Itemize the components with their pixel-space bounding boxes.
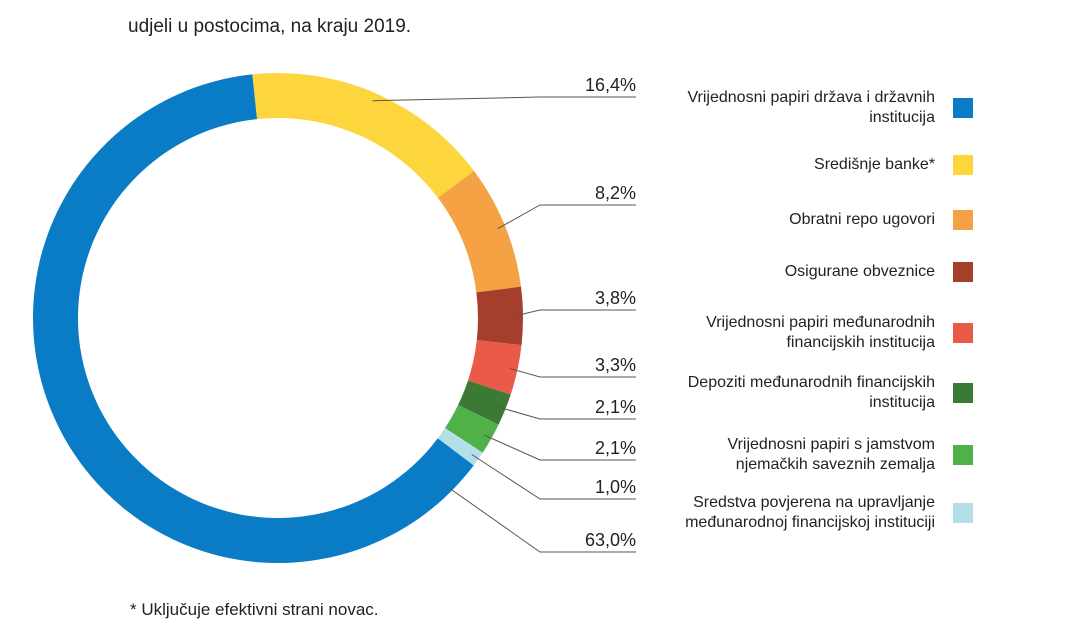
donut-segment xyxy=(467,340,522,395)
legend-label: Vrijednosni papiri s jamstvom njemačkih … xyxy=(727,436,935,473)
donut-segment xyxy=(476,286,523,346)
legend-label: Osigurane obveznice xyxy=(784,263,935,280)
value-label: 1,0% xyxy=(595,477,636,497)
legend-swatch xyxy=(953,383,973,403)
value-label: 8,2% xyxy=(595,183,636,203)
donut-segment xyxy=(458,380,511,425)
leader-line xyxy=(514,309,636,317)
leader-line xyxy=(372,96,636,102)
legend-label: Depoziti međunarodnih financijskih insti… xyxy=(687,374,935,411)
legend-swatch xyxy=(953,98,973,118)
legend-swatch xyxy=(953,445,973,465)
legend-label: Središnje banke* xyxy=(814,156,935,173)
leader-line xyxy=(497,204,636,230)
leader-line xyxy=(471,454,636,500)
donut-segment xyxy=(445,405,499,453)
footnote: * Uključuje efektivni strani novac. xyxy=(130,600,379,619)
value-label: 3,3% xyxy=(595,355,636,375)
legend-swatch xyxy=(953,262,973,282)
legend-label: Sredstva povjerena na upravljanje međuna… xyxy=(685,494,935,531)
legend-swatch xyxy=(953,503,973,523)
value-label: 2,1% xyxy=(595,438,636,458)
leader-line xyxy=(497,406,636,420)
value-label: 16,4% xyxy=(585,75,636,95)
legend-swatch xyxy=(953,323,973,343)
chart-title: udjeli u postocima, na kraju 2019. xyxy=(128,16,412,37)
value-label: 2,1% xyxy=(595,397,636,417)
leader-line xyxy=(483,434,636,461)
legend-label: Vrijednosni papiri međunarodnih financij… xyxy=(706,314,935,351)
legend-label: Obratni repo ugovori xyxy=(789,211,935,228)
legend-swatch xyxy=(953,210,973,230)
donut-segment xyxy=(252,72,474,198)
legend-swatch xyxy=(953,155,973,175)
value-label: 63,0% xyxy=(585,530,636,550)
donut-segment xyxy=(437,170,521,293)
leader-line xyxy=(445,485,636,553)
legend-label: Vrijednosni papiri država i državnih ins… xyxy=(687,89,935,126)
leader-line xyxy=(509,367,636,378)
donut-segment xyxy=(437,428,483,466)
value-label: 3,8% xyxy=(595,288,636,308)
